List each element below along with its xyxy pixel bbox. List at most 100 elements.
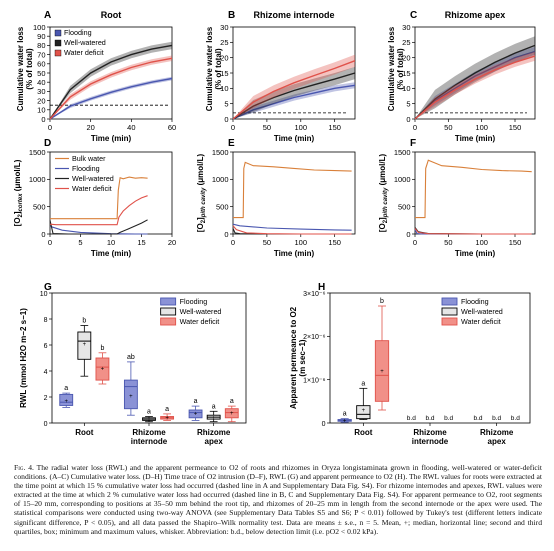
panel-d-legend-label-bulk-water: Bulk water [72,154,106,163]
panel-g-box-rhizome-apex-flooding-letter: a [194,398,198,405]
panel-h-ytick-label: 1×10⁻⁶ [303,377,325,384]
panel-e-y-axis-label-part: (μmol/L) [196,153,205,187]
panel-g-box-rhizome-apex-water-deficit-letter: a [230,398,234,405]
panel-f-ytick-label: 500 [398,202,411,211]
panel-label-c: C [410,10,417,21]
panel-f: F 0 500 1000 1500 0 50 100 150 Time (min) [O2]pith… [378,138,536,258]
panel-b-x-axis-label: Time (min) [274,134,315,143]
panel-f-xtick-label: 150 [509,238,522,247]
panel-h-ytick-label: 3×10⁻⁶ [303,291,325,298]
panel-d-y-axis-label-part: (μmol/L) [13,159,22,193]
panel-a-band-well-watered [50,41,172,120]
panel-a-legend-label-flooding: Flooding [64,28,92,37]
panel-f-y-axis-label: [O2]pith cavity (μmol/L) [378,153,389,232]
panel-g-ytick-label: 0 [44,421,48,428]
panel-d-y-axis-label-part: 2 [18,213,24,217]
panel-a-legend-label-water-deficit: Water deficit [64,48,104,57]
panel-g-legend-swatch-flooding [160,297,177,306]
panel-e-y-axis-label-part: 2 [201,219,207,223]
panel-g-box-root-flooding-iqr [59,393,74,406]
panel-f-plot-frame [414,151,536,235]
panel-b-line-water-deficit [232,60,356,120]
caption-text: The radial water loss (RWL) and the appa… [14,463,542,536]
panel-h-box-root-well-watered-letter: a [361,380,365,387]
panel-g-ytick-label: 6 [44,343,48,350]
panel-h-ytick-label: 2×10⁻⁶ [303,334,325,341]
caption-label: Fig. 4. [14,463,34,472]
panel-d-ytick-label: 1000 [29,175,46,184]
panel-f-ytick-label: 0 [406,230,410,239]
panel-h-box-root-flooding-mean-marker: + [343,419,347,425]
panel-d: D 0 500 1000 1500 0 5 10 15 20 Time (min) [O2]corte… [13,138,176,258]
panel-h-box-root-well-watered-iqr [356,405,371,420]
panel-c-x-axis-label: Time (min) [455,134,496,143]
panel-g-box-rhizome-internode-water-deficit-letter: a [165,406,169,413]
panel-a-band-water-deficit [50,55,172,119]
panel-g-box-root-flooding-mean-marker: + [64,399,68,405]
panel-c-ytick-label: 25 [402,38,410,47]
panel-d-y-axis-label: [O2]cortex (μmol/L) [13,159,24,226]
panel-a-ytick-label: 100 [33,23,46,32]
panel-a-legend-swatch-water-deficit [54,49,62,57]
panel-h-legend-label-water-deficit: Water deficit [461,317,501,326]
panel-h-legend-swatch-flooding [441,297,458,306]
panel-g-ytick-label: 4 [44,369,48,376]
panel-d-legend-label-flooding: Flooding [72,164,100,173]
panel-f-y-axis-label-part: 2 [383,219,389,223]
panel-g-box-rhizome-apex-flooding-mean-marker: + [194,411,198,417]
panel-d-plot-frame [49,151,173,235]
panel-g-box-rhizome-apex-water-deficit-iqr [224,408,239,419]
panel-d-ytick-label: 0 [41,230,45,239]
panel-b-line-flooding [232,84,356,120]
panel-c-band-well-watered [415,36,535,120]
panel-c-y-axis-label-line: Cumulative water loss [387,26,396,111]
panel-a-x-axis-label: Time (min) [91,134,132,143]
panel-h-box-rhizome-apex-well-watered-bd-label: b.d [492,415,501,422]
panel-e-xtick-label: 50 [263,238,271,247]
panel-a-ytick-label: 10 [37,106,45,115]
panel-d-xtick-label: 20 [168,238,176,247]
panel-g-ytick-label: 8 [44,317,48,324]
panel-b-ytick-label: 5 [224,99,228,108]
panel-h-box-root-well-watered-mean-marker: + [362,408,366,414]
panel-g-category-label-rhizome-apex: apex [205,437,224,446]
panel-g-category-label-rhizome-apex: Rhizome [197,428,231,437]
panel-h-box-root-water-deficit-letter: b [380,298,384,305]
panel-c-ytick-label: 20 [402,53,410,62]
panel-h-category-label-rhizome-internode: Rhizome [413,428,447,437]
panel-d-y-axis-label-part: [O [13,217,22,226]
panel-g-box-rhizome-internode-flooding-letter: ab [127,354,135,361]
panel-c-ytick-label: 0 [406,115,410,124]
panel-b-band-well-watered [233,66,355,119]
panel-a-ytick-label: 0 [41,115,45,124]
panel-e-ytick-label: 500 [216,202,229,211]
panel-e-xtick-label: 0 [231,238,235,247]
panel-e-y-axis-label: [O2]pith cavity (μmol/L) [196,153,207,232]
panel-a-xtick-label: 40 [127,123,135,132]
panel-a-title: Root [101,10,122,20]
panel-g-box-rhizome-internode-well-watered-letter: a [147,409,151,416]
panel-e-y-axis-label-part: [O [196,223,205,232]
panel-g-ytick-label: 2 [44,395,48,402]
panel-f-line-well-watered [414,227,532,235]
panel-d-xtick-label: 0 [48,238,52,247]
panel-d-xtick-label: 5 [78,238,82,247]
panel-a-legend-label-well-watered: Well-watered [64,38,106,47]
panel-f-line-water-deficit [414,228,532,235]
panel-g-category-label-rhizome-internode: internode [131,437,168,446]
panel-c-line-well-watered [414,44,536,120]
panel-c-ytick-label: 15 [402,69,410,78]
panel-a-y-axis-label-line: (% of total) [25,48,34,90]
panel-b-xtick-label: 100 [295,123,308,132]
panel-b-title: Rhizome internode [253,10,334,20]
panel-e-y-axis-label-part: pith cavity [201,187,207,218]
panel-f-line-bulk-water [415,159,532,219]
panel-b-y-axis-label-line: (% of total) [214,48,223,90]
panel-c-title: Rhizome apex [445,10,506,20]
panel-b: B Rhizome internode 0 5 10 15 20 25 30 0 50 100 150 T… [205,10,356,143]
panel-g-category-label-root: Root [75,428,94,437]
